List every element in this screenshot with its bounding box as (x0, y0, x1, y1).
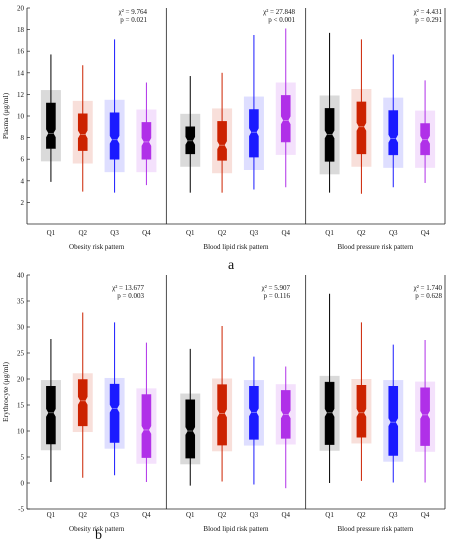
box (324, 381, 335, 445)
y-tick-label: 12 (17, 91, 25, 99)
x-tick-label: Q4 (142, 229, 151, 237)
y-tick-label: 40 (17, 272, 25, 280)
stat-annotation: p = 0.116 (264, 292, 291, 300)
box (388, 110, 399, 156)
box (324, 108, 335, 162)
x-tick-label: Q2 (357, 229, 366, 237)
y-tick-label: 4 (21, 177, 25, 185)
group-label: Blood lipid risk pattern (203, 525, 269, 533)
y-tick-label: 14 (17, 69, 25, 77)
box (388, 385, 399, 456)
y-axis-label: Erythrocyte (μg/ml) (1, 361, 10, 422)
y-tick-label: 25 (17, 350, 25, 358)
box (185, 126, 196, 155)
box (109, 383, 120, 443)
x-tick-label: Q1 (47, 511, 56, 519)
stat-annotation: p = 0.291 (415, 16, 442, 24)
x-tick-label: Q3 (110, 511, 119, 519)
box (280, 95, 291, 143)
stat-annotation: χ² = 9.764 (119, 8, 148, 16)
box (249, 109, 259, 158)
y-tick-label: 30 (17, 324, 25, 332)
x-tick-label: Q3 (250, 229, 259, 237)
x-tick-label: Q1 (325, 511, 334, 519)
box (109, 112, 120, 160)
box (217, 384, 227, 446)
y-tick-label: 20 (17, 376, 25, 384)
x-tick-label: Q3 (389, 229, 398, 237)
figure-label-b: b (95, 528, 102, 543)
group-label: Obesity risk pattern (69, 243, 125, 251)
x-tick-label: Q4 (281, 229, 290, 237)
group-label: Blood pressure risk pattern (338, 525, 414, 533)
box (77, 379, 88, 427)
x-tick-label: Q4 (142, 511, 151, 519)
y-tick-label: 16 (17, 48, 25, 56)
group-label: Blood pressure risk pattern (338, 243, 414, 251)
stat-annotation: χ² = 13.677 (112, 284, 144, 292)
x-tick-label: Q1 (186, 229, 195, 237)
box (141, 394, 152, 458)
y-tick-label: 0 (21, 480, 25, 488)
stat-annotation: p = 0.021 (120, 16, 147, 24)
erythrocyte-chart: -5 0 5 10 15 20 25 30 35 40 Erythrocyte (μg/ml) Q1 Q… (1, 272, 446, 533)
x-tick-label: Q1 (325, 229, 334, 237)
box (141, 122, 152, 160)
y-tick-label: -5 (18, 506, 24, 514)
y-tick-label: 5 (21, 454, 25, 462)
stat-annotation: χ² = 4.431 (414, 8, 443, 16)
box (356, 384, 367, 438)
group-label: Obesity risk pattern (69, 525, 125, 533)
y-tick-label: 35 (17, 298, 25, 306)
box (46, 102, 56, 149)
group-label: Blood lipid risk pattern (203, 243, 269, 251)
stat-annotation: χ² = 1.740 (414, 284, 443, 292)
y-tick-label: 2 (21, 199, 25, 207)
box (420, 387, 430, 446)
y-tick-label: 10 (17, 428, 25, 436)
figure-label-a: a (228, 258, 235, 273)
plasma-chart: 2 4 6 8 10 12 14 16 18 20 Plasma (μg/ml) Q1 Q2 Q3 Q4 Ob… (1, 5, 446, 251)
y-tick-label: 18 (17, 26, 25, 34)
stat-annotation: p = 0.003 (117, 292, 144, 300)
y-tick-label: 8 (21, 134, 25, 142)
box (46, 385, 56, 445)
x-tick-label: Q3 (389, 511, 398, 519)
y-tick-label: 10 (17, 113, 25, 121)
stat-annotation: χ² = 27.848 (263, 8, 295, 16)
x-tick-label: Q2 (78, 511, 87, 519)
x-tick-label: Q1 (186, 511, 195, 519)
stat-annotation: p = 0.628 (415, 292, 442, 300)
y-axis-label: Plasma (μg/ml) (1, 92, 10, 139)
box (217, 121, 227, 161)
stat-annotation: p < 0.001 (268, 16, 295, 24)
y-tick-label: 6 (21, 156, 25, 164)
box (249, 385, 259, 440)
x-tick-label: Q2 (218, 229, 227, 237)
x-tick-label: Q2 (357, 511, 366, 519)
x-tick-label: Q4 (421, 511, 430, 519)
box (420, 123, 430, 156)
box (356, 101, 367, 155)
x-tick-label: Q3 (110, 229, 119, 237)
x-tick-label: Q2 (78, 229, 87, 237)
box (185, 399, 196, 459)
x-tick-label: Q4 (281, 511, 290, 519)
y-tick-label: 20 (17, 5, 25, 13)
x-tick-label: Q3 (250, 511, 259, 519)
box (77, 113, 88, 151)
stat-annotation: χ² = 5.907 (262, 284, 291, 292)
y-tick-label: 15 (17, 402, 25, 410)
x-tick-label: Q1 (47, 229, 56, 237)
x-tick-label: Q4 (421, 229, 430, 237)
x-tick-label: Q2 (218, 511, 227, 519)
